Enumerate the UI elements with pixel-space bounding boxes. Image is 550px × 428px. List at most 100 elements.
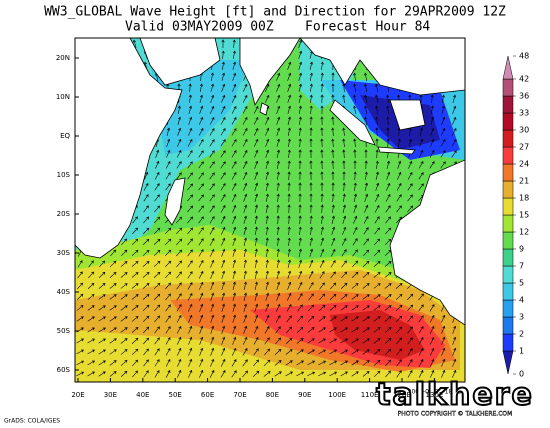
wave-arrow [342,215,347,224]
lon-label: 30E [104,391,117,399]
wave-arrow [176,304,182,312]
wave-arrow [209,161,215,169]
wave-arrow [188,314,193,323]
wave-arrow [384,238,392,246]
wave-arrow [395,304,403,311]
wave-arrow [166,127,171,136]
wave-arrow [120,359,128,366]
wave-arrow [298,270,303,279]
wave-arrow [98,294,106,300]
wave-arrow [429,336,435,345]
wave-arrow [340,371,348,377]
wave-arrow [210,83,215,92]
wave-arrow [232,281,236,290]
wave-arrow [76,349,85,355]
wave-arrow [309,105,313,115]
wave-arrow [153,282,161,289]
wave-arrow [209,248,215,257]
colorbar-label: 48 [519,52,529,61]
wave-arrow [231,347,237,356]
wave-arrow [142,283,150,289]
wave-arrow [429,304,435,312]
wave-arrow [98,316,106,322]
wave-arrow [177,347,182,356]
wave-arrow [176,216,183,224]
wave-arrow [364,94,368,103]
wave-arrow [221,314,226,323]
wave-arrow [353,204,358,213]
wave-arrow [198,238,204,246]
wave-arrow [210,259,215,268]
lon-label: 40E [136,391,149,399]
wave-arrow [231,370,237,378]
wave-arrow [187,260,193,268]
colorbar-label: 1 [519,347,524,356]
wave-arrow [407,315,413,323]
wave-arrow [198,260,204,268]
wave-arrow [188,83,192,93]
wave-arrow [153,227,161,235]
wave-arrow [430,105,434,114]
wave-arrow [397,138,401,147]
wave-arrow [165,293,171,301]
wave-arrow [243,292,247,301]
colorbar-label: 42 [519,75,529,84]
wave-arrow [109,360,117,366]
wave-arrow [210,72,214,81]
wave-arrow [209,205,215,213]
wave-arrow [341,237,347,246]
wave-arrow [264,337,270,345]
wave-arrow [287,160,291,170]
wave-arrow [77,282,84,290]
wave-arrow [199,358,204,367]
wave-arrow [153,271,161,278]
wave-arrow [309,83,313,92]
wave-arrow [242,336,248,345]
colorbar-label: 3 [519,313,524,322]
wave-arrow [243,281,247,290]
wave-arrow [188,116,193,125]
colorbar-label: 33 [519,109,529,118]
wave-arrow [352,226,358,235]
wave-arrow [386,171,391,180]
wave-arrow [351,283,359,289]
wave-arrow [177,105,181,114]
wave-arrow [287,237,291,247]
wave-arrow [329,327,337,333]
wave-arrow [176,336,182,345]
wave-arrow [242,139,248,147]
wave-arrow [276,182,280,192]
wave-arrow [243,226,248,235]
wave-arrow [329,316,337,322]
wave-arrow [231,139,237,147]
wave-arrow [320,61,324,70]
wave-arrow [176,149,182,158]
wave-arrow [87,327,95,333]
wave-arrow [287,83,292,92]
wave-arrow [176,249,183,257]
lat-label: 20N [56,54,70,62]
wave-arrow [210,270,215,279]
wave-arrow [165,348,171,356]
wave-arrow [165,369,171,378]
wave-arrow [165,172,171,180]
wave-arrow [254,248,258,257]
wave-arrow [331,226,336,235]
wave-arrow [286,315,292,323]
wave-arrow [395,282,403,289]
wave-arrow [188,127,193,136]
wave-arrow [242,105,248,114]
wave-arrow [318,316,326,322]
colorbar-segment [502,333,514,352]
wave-arrow [329,338,337,344]
land-madagascar [164,177,186,226]
wave-arrow [375,94,379,103]
wave-arrow [232,215,237,224]
wave-arrow [120,260,128,267]
wave-arrow [231,117,237,125]
wave-arrow [364,149,368,159]
wave-arrow [329,371,338,377]
wave-arrow [308,270,314,279]
wave-arrow [76,371,85,377]
wave-arrow [254,149,259,158]
